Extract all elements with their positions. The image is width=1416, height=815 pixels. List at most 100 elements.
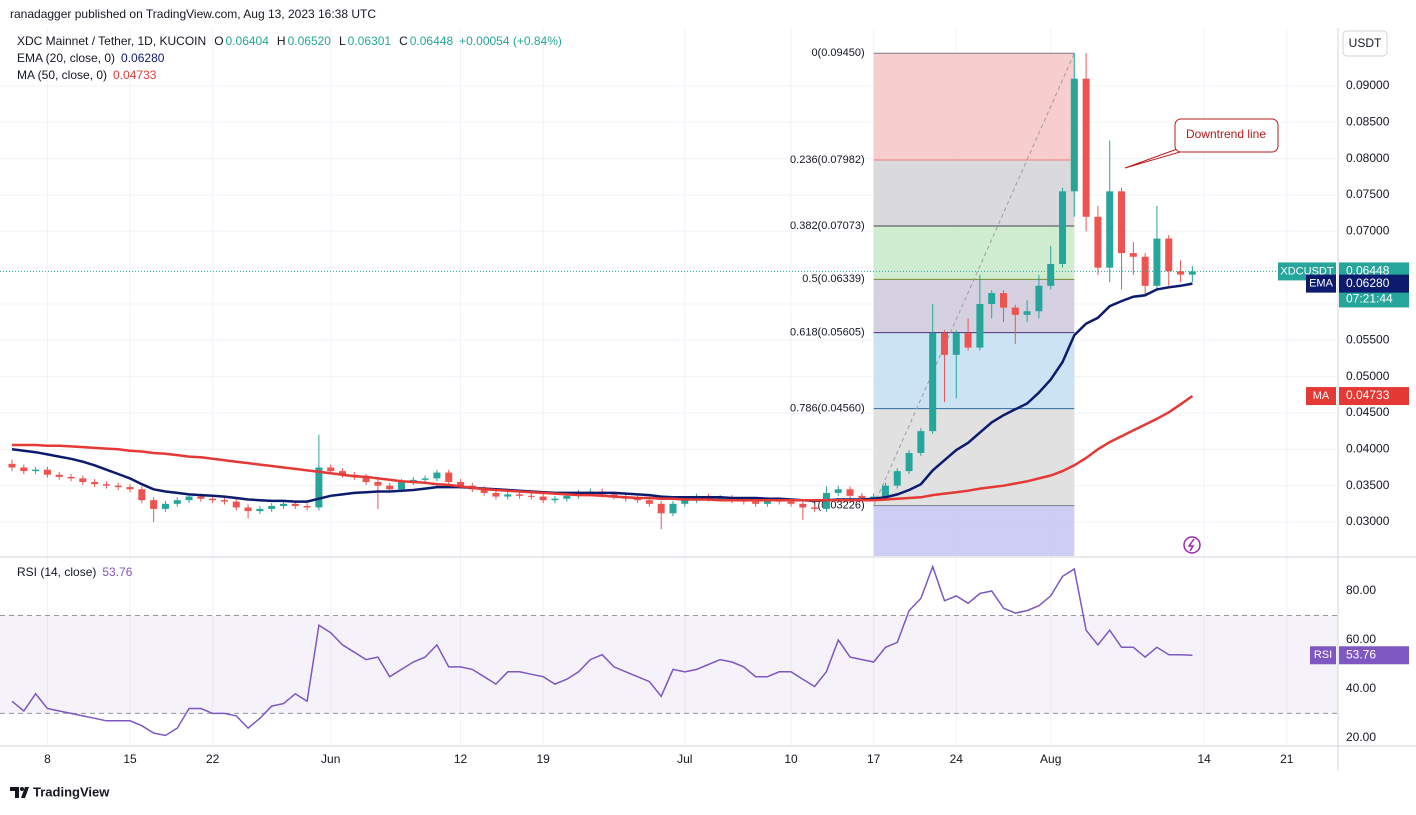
candle-body: [114, 485, 122, 488]
fib-zone: [873, 332, 1075, 409]
candle-body: [362, 476, 370, 483]
rsi-tag-value: 53.76: [1346, 647, 1376, 661]
downtrend-callout: Downtrend line: [1124, 118, 1279, 169]
candle-body: [657, 503, 665, 514]
rsi-value: 53.76: [102, 565, 132, 579]
publish-info: ranadagger published on TradingView.com,…: [10, 7, 376, 21]
ohlc-value: 0.06448: [410, 34, 454, 48]
candle-body: [905, 452, 913, 472]
overlay-line: [11, 282, 1193, 503]
fib-label: 0(0.09450): [811, 47, 864, 59]
indicator-tag-box: [1306, 387, 1336, 406]
currency-box[interactable]: [1342, 30, 1388, 57]
rsi-legend: RSI (14, close) 53.76: [17, 565, 133, 579]
y-tick-label: 0.03000: [1346, 514, 1390, 528]
indicator-legend: MA (50, close, 0) 0.04733: [17, 68, 157, 82]
candle-body: [398, 482, 406, 490]
fib-zone: [873, 505, 1075, 556]
x-tick-label: 24: [950, 752, 964, 766]
candle-body: [150, 500, 158, 509]
candle-body: [8, 463, 16, 468]
candle-body: [20, 467, 28, 472]
candle-body: [67, 476, 75, 479]
candle-body: [102, 484, 110, 486]
candle-body: [291, 503, 299, 507]
currency[interactable]: USDT: [1349, 36, 1382, 50]
candle-body: [197, 496, 205, 499]
indicator-value: 0.06280: [121, 51, 165, 65]
candle-body: [964, 333, 972, 348]
indicator-tag-box: [1339, 274, 1409, 293]
candle-body: [1035, 285, 1043, 312]
candle-body: [1023, 311, 1031, 315]
candle-body: [126, 487, 134, 490]
candle-body: [374, 482, 382, 486]
candle-body: [799, 503, 807, 508]
candle-body: [43, 469, 51, 475]
candle-body: [1094, 216, 1102, 268]
indicator-tag-name: EMA: [1309, 278, 1334, 290]
alert-circle[interactable]: [1183, 536, 1201, 554]
candle-body: [220, 500, 228, 502]
x-tick-label: Aug: [1040, 752, 1061, 766]
candle-body: [339, 471, 346, 475]
price-tag-price: 0.06448: [1346, 264, 1390, 278]
currency-button[interactable]: USDT: [1342, 30, 1388, 57]
x-tick-label: 15: [123, 752, 137, 766]
candle-body: [138, 489, 146, 501]
candle-body: [1011, 307, 1019, 315]
candle-body: [752, 501, 760, 504]
fib-label: 0.382(0.07073): [790, 220, 865, 232]
candle-body: [433, 472, 441, 479]
y-tick-label: 0.08500: [1346, 114, 1390, 128]
candle-body: [91, 482, 99, 485]
fib-zone: [873, 279, 1075, 333]
fib-zone: [873, 53, 1075, 160]
candle-body: [1070, 78, 1078, 192]
candle-body: [763, 500, 771, 504]
rsi-tick-label: 40.00: [1346, 681, 1376, 695]
indicator-label: EMA (20, close, 0): [17, 51, 115, 65]
y-tick-label: 0.05000: [1346, 369, 1390, 383]
alert-bolt[interactable]: [1187, 538, 1195, 552]
candle-body: [55, 474, 63, 477]
symbol: XDC Mainnet / Tether, 1D, KUCOIN: [17, 34, 206, 48]
logo-dot: [20, 787, 24, 791]
candle-body: [917, 431, 925, 453]
rsi-band: [0, 615, 1338, 714]
candle-body: [1047, 264, 1055, 286]
indicator-legend: EMA (20, close, 0) 0.06280: [17, 51, 165, 65]
candle-body: [209, 498, 217, 501]
candle-body: [421, 478, 429, 480]
candle-body: [952, 333, 960, 355]
candle-body: [988, 293, 996, 304]
y-tick-label: 0.05500: [1346, 332, 1390, 346]
alert-icon[interactable]: [1183, 536, 1201, 554]
candle-body: [256, 508, 264, 512]
x-tick-label: 12: [454, 752, 468, 766]
candle-body: [1059, 191, 1067, 265]
candle-body: [303, 506, 311, 508]
candle-body: [504, 494, 512, 497]
candle-body: [976, 303, 984, 348]
change: +0.00054 (+0.84%): [459, 34, 562, 48]
candle-body: [551, 498, 559, 501]
ohlc-label: O: [214, 34, 223, 48]
y-tick-label: 0.03500: [1346, 478, 1390, 492]
candle-body: [268, 506, 276, 509]
fib-trend-line: [873, 53, 1075, 506]
y-tick-label: 0.07000: [1346, 223, 1390, 237]
candle-body: [516, 494, 524, 496]
candle-body: [173, 500, 181, 504]
candle-body: [893, 471, 901, 486]
candle-body: [1129, 253, 1137, 257]
candle-body: [185, 496, 193, 501]
candle-body: [634, 498, 642, 501]
indicator-tag-box: [1306, 274, 1336, 293]
candle-body: [1000, 293, 1007, 308]
candle-body: [846, 489, 854, 496]
candle-body: [1082, 78, 1090, 217]
rsi-line: [11, 564, 1193, 737]
fib-zone: [873, 159, 1075, 226]
indicator-tag-box: [1339, 387, 1409, 406]
